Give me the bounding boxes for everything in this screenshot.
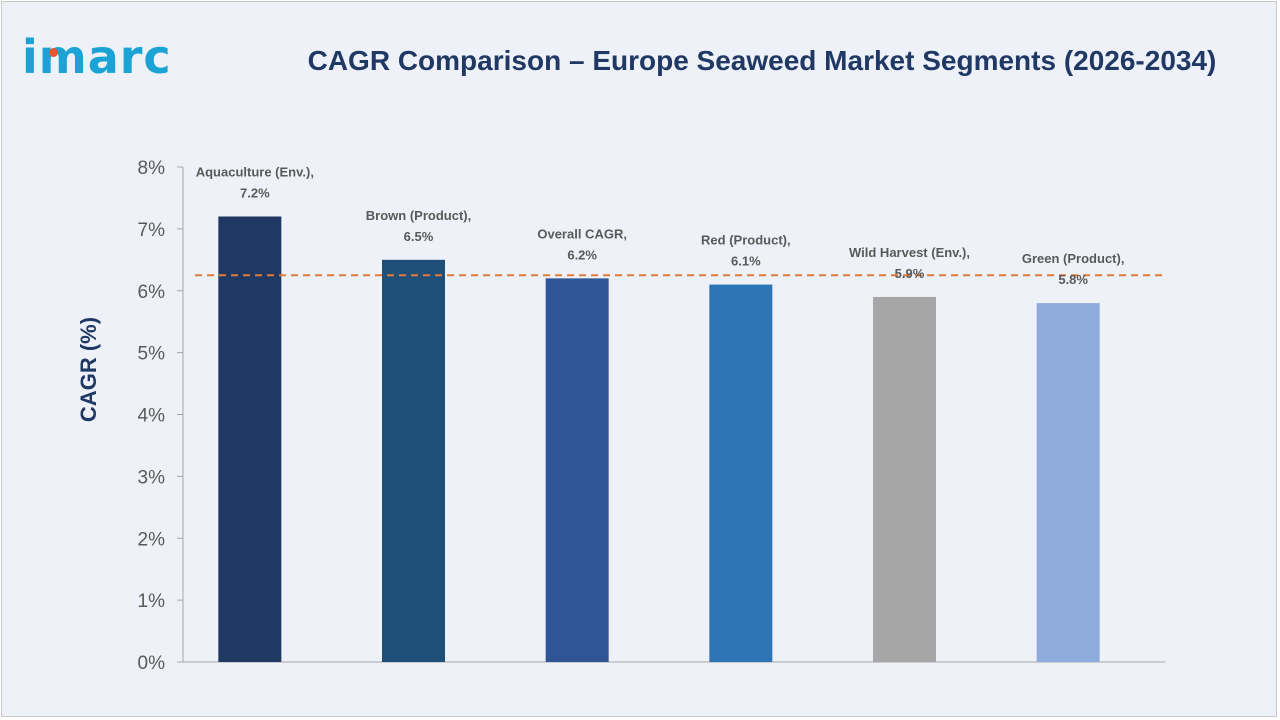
data-label-value: 6.2%	[567, 247, 597, 262]
data-label-value: 6.5%	[404, 229, 434, 244]
y-tick-label: 6%	[138, 282, 166, 303]
data-label-value: 6.1%	[731, 254, 761, 269]
bar	[1036, 303, 1100, 662]
bar	[382, 259, 445, 662]
bar	[873, 296, 936, 662]
y-tick-label: 3%	[138, 467, 166, 488]
data-label-category: Wild Harvest (Env.),	[849, 245, 970, 260]
y-tick-label: 2%	[138, 529, 166, 550]
chart-title: CAGR Comparison – Europe Seaweed Market …	[307, 45, 1217, 76]
data-label-category: Green (Product),	[1022, 251, 1125, 266]
y-tick-label: 8%	[138, 158, 166, 179]
bar	[218, 216, 282, 662]
bars-group	[218, 216, 1100, 662]
y-tick-label: 0%	[138, 653, 166, 674]
data-label-value: 7.2%	[240, 186, 270, 201]
data-label-category: Red (Product),	[701, 233, 791, 248]
bar	[709, 284, 773, 662]
imarc-logo: imarc	[22, 32, 172, 82]
logo-dot	[49, 48, 58, 57]
y-axis: 0% 1% 2% 3% 4% 5% 6% 7% 8%	[138, 158, 184, 674]
data-label-category: Brown (Product),	[366, 208, 471, 223]
data-labels-group: Aquaculture (Env.), 7.2% Brown (Product), 6…	[196, 165, 1125, 288]
y-tick-label: 4%	[138, 406, 166, 427]
y-axis-label: CAGR (%)	[76, 317, 101, 422]
y-tick-label: 1%	[138, 591, 166, 612]
y-tick-label: 7%	[138, 220, 166, 241]
data-label-category: Overall CAGR,	[537, 226, 627, 241]
y-tick-label: 5%	[138, 344, 166, 365]
bar	[545, 278, 609, 662]
data-label-value: 5.9%	[895, 266, 925, 281]
data-label-value: 5.8%	[1058, 272, 1088, 287]
data-label-category: Aquaculture (Env.),	[196, 165, 314, 180]
logo-text: imarc	[22, 30, 172, 84]
